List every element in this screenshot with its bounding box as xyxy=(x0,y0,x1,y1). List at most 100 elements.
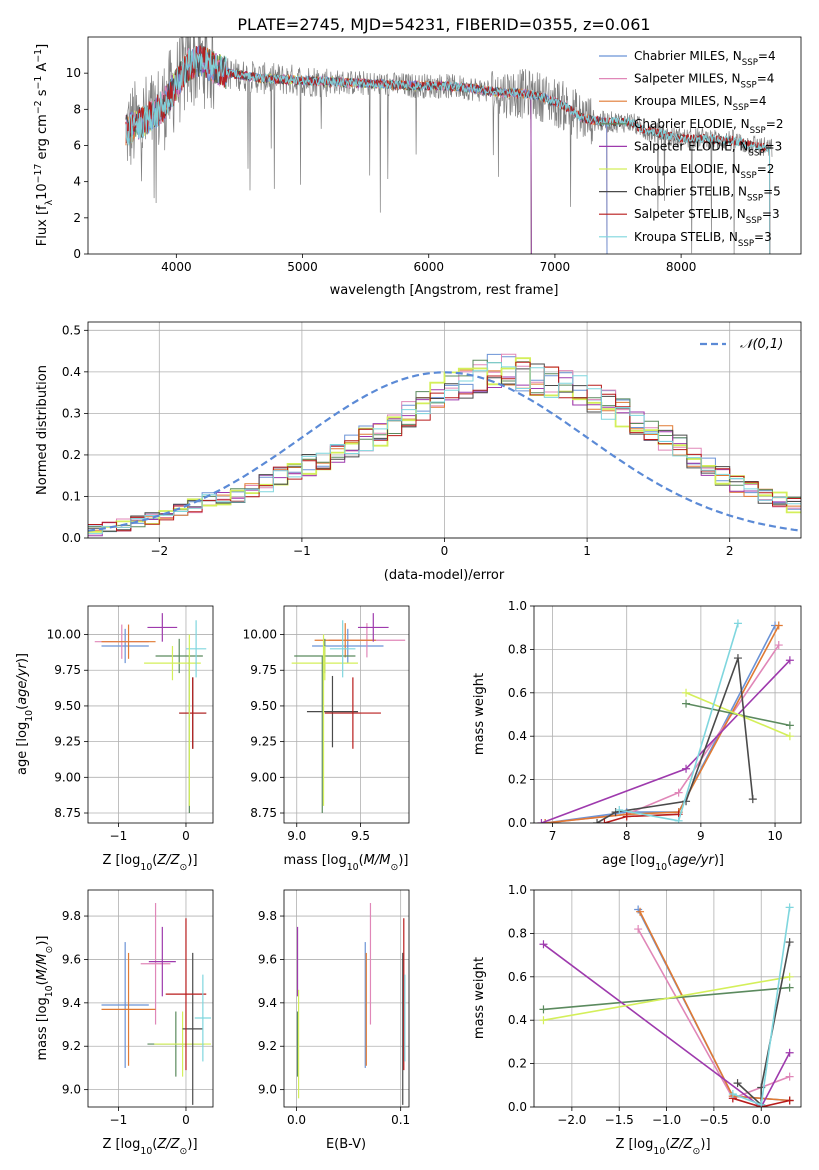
x-tick-label: 0.0 xyxy=(287,1113,306,1127)
y-tick-label: 0.8 xyxy=(508,926,527,940)
errorbar-point xyxy=(101,628,149,664)
y-axis-label: mass weight xyxy=(472,957,487,1039)
data-point-marker xyxy=(733,619,742,628)
axes-spine xyxy=(283,605,410,824)
model-spectrum-salpeter-miles xyxy=(125,46,608,254)
data-point-marker xyxy=(539,940,548,949)
model-spectrum-kroupa-miles xyxy=(125,46,608,254)
y-tick-label: 9.6 xyxy=(258,952,277,966)
x-tick-label: 0 xyxy=(182,1113,190,1127)
y-tick-label: 9.75 xyxy=(54,663,81,677)
x-axis-label: Z [log10(Z/Z⊙)] xyxy=(615,1137,710,1157)
y-tick-label: 9.2 xyxy=(258,1039,277,1053)
model-spectrum-kroupa-stelib xyxy=(125,46,771,254)
data-point-marker xyxy=(733,1079,742,1088)
y-tick-label: 0.4 xyxy=(62,365,81,379)
model-spectrum-chabrier-miles xyxy=(125,46,608,254)
axes-age-vs-z: −1 0 8.75 9.00 9.25 9.50 9.75 10.00 Z [log10(Z/Z… xyxy=(15,605,214,873)
x-tick-label: 8 xyxy=(623,829,631,843)
x-tick-label: −1 xyxy=(110,1113,128,1127)
data-point-marker xyxy=(615,805,624,814)
data-point-marker xyxy=(682,688,691,697)
y-tick-label: 9.00 xyxy=(250,770,277,784)
y-tick-label: 0.2 xyxy=(508,773,527,787)
errorbar-point xyxy=(165,918,207,1071)
y-tick-label: 9.25 xyxy=(54,735,81,749)
data-point-marker xyxy=(785,903,794,912)
histogram-step-kroupa-elodie xyxy=(88,357,801,533)
y-tick-label: 9.25 xyxy=(250,735,277,749)
x-tick-label: 7 xyxy=(549,829,557,843)
data-point-marker xyxy=(600,819,609,823)
y-tick-label: 9.8 xyxy=(258,909,277,923)
data-point-marker xyxy=(785,732,794,741)
y-tick-label: 9.0 xyxy=(62,1083,81,1097)
x-tick-label: −2.0 xyxy=(557,1113,586,1127)
legend-label: Salpeter ELODIE, NSSP=3 xyxy=(634,139,782,158)
y-tick-label: 9.50 xyxy=(250,699,277,713)
x-tick-label: 9.0 xyxy=(287,829,306,843)
axes-spine xyxy=(87,889,214,1108)
y-tick-label: 8 xyxy=(73,102,81,116)
data-point-marker xyxy=(757,1100,766,1107)
y-tick-label: 9.2 xyxy=(62,1039,81,1053)
spectrum-legend: Chabrier MILES, NSSP=4 Salpeter MILES, NS… xyxy=(599,49,783,249)
data-point-marker xyxy=(785,1096,794,1105)
data-point-marker xyxy=(539,1005,548,1014)
errorbar-point xyxy=(329,620,356,678)
x-tick-label: 4000 xyxy=(161,260,192,274)
x-tick-label: −1 xyxy=(110,829,128,843)
x-tick-label: 6000 xyxy=(413,260,444,274)
x-tick-label: 0.0 xyxy=(752,1113,771,1127)
axes-mass-vs-z: −1 0 9.0 9.2 9.4 9.6 9.8 Z [log10(Z/Z⊙)] mass [l… xyxy=(35,889,214,1157)
y-tick-label: 0.0 xyxy=(62,531,81,545)
data-point-marker xyxy=(539,1016,548,1025)
axes-frame: −2.0 −1.5 −1.0 −0.5 0.0 0.0 0.2 0.4 0.6 0.8 1.0 Z [… xyxy=(472,883,802,1157)
axes-mass-vs-ebv: 0.0 0.1 9.0 9.2 9.4 9.6 9.8 E(B-V) xyxy=(258,889,410,1152)
errorbar-point xyxy=(101,942,149,1068)
series-line-kroupa-elodie xyxy=(685,692,791,737)
data-point-marker xyxy=(682,699,691,708)
errorbar-point xyxy=(357,613,389,642)
errorbar-point xyxy=(194,974,211,1062)
y-axis-label: mass [log10(M/M⊙)] xyxy=(35,936,55,1061)
legend-label: Salpeter MILES, NSSP=4 xyxy=(634,72,774,91)
series-line-kroupa-elodie xyxy=(543,976,790,1021)
plot-area xyxy=(88,353,801,537)
series-line-kroupa-miles xyxy=(545,625,780,823)
x-tick-label: 8000 xyxy=(666,260,697,274)
errorbar-point xyxy=(148,926,176,997)
y-tick-label: 8.75 xyxy=(250,806,277,820)
plot-area xyxy=(539,903,794,1107)
y-tick-label: 6 xyxy=(73,139,81,153)
y-tick-label: 0.6 xyxy=(508,686,527,700)
errorbar-point xyxy=(179,677,207,749)
x-tick-label: 0.1 xyxy=(391,1113,410,1127)
axes-weight-vs-age: 7 8 9 10 0.0 0.2 0.4 0.6 0.8 1.0 age [log10(age/yr… xyxy=(472,599,802,873)
y-tick-label: 10.00 xyxy=(243,628,277,642)
axes-spine xyxy=(533,605,802,824)
series-line-chabrier-miles xyxy=(544,625,776,823)
x-tick-label: 1 xyxy=(583,544,591,558)
errorbar-point xyxy=(101,952,156,1066)
y-tick-label: 0.0 xyxy=(508,816,527,830)
x-tick-label: 10 xyxy=(767,829,782,843)
axes-frame: −1 0 9.0 9.2 9.4 9.6 9.8 Z [log10(Z/Z⊙)] mass [l… xyxy=(35,889,214,1157)
data-point-marker xyxy=(785,1072,794,1081)
data-point-marker xyxy=(774,641,783,650)
y-axis-label: mass weight xyxy=(472,673,487,755)
x-tick-label: 5000 xyxy=(287,260,318,274)
x-axis-label: mass [log10(M/M⊙)] xyxy=(284,853,409,873)
x-tick-label: −1.5 xyxy=(605,1113,634,1127)
axes-frame: −1 0 8.75 9.00 9.25 9.50 9.75 10.00 Z [log10(Z/Z… xyxy=(15,605,214,873)
x-axis-label: E(B-V) xyxy=(326,1137,366,1152)
legend-label: Chabrier ELODIE, NSSP=2 xyxy=(634,117,783,136)
data-point-marker xyxy=(733,654,742,663)
axes-age-vs-mass: 9.0 9.5 8.75 9.00 9.25 9.50 9.75 10.00 mass [log… xyxy=(243,605,410,873)
y-tick-label: 9.75 xyxy=(250,663,277,677)
axes-spine xyxy=(87,605,214,824)
y-tick-label: 0.2 xyxy=(508,1057,527,1071)
y-axis-label: age [log10(age/yr)] xyxy=(15,653,35,775)
figure-title: PLATE=2745, MJD=54231, FIBERID=0355, z=0… xyxy=(237,15,650,34)
